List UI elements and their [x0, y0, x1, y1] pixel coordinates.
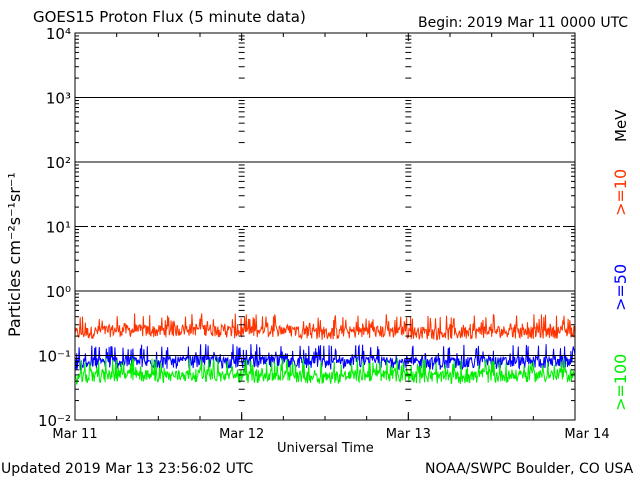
series-line-100mev: [74, 357, 576, 385]
x-tick-label: Mar 11: [52, 427, 97, 442]
credit-text: NOAA/SWPC Boulder, CO USA: [425, 461, 634, 477]
y-tick-label: 10⁻²: [38, 412, 71, 430]
plot-frame: [74, 32, 576, 421]
updated-timestamp: Updated 2019 Mar 13 23:56:02 UTC: [1, 461, 254, 477]
begin-date: Begin: 2019 Mar 11 0000 UTC: [418, 15, 629, 31]
chart-title: GOES15 Proton Flux (5 minute data): [33, 8, 306, 26]
series-line-10mev: [74, 313, 576, 341]
y-tick-label: 10¹: [46, 219, 71, 237]
legend-item-100mev: >=100: [611, 353, 630, 411]
legend-unit: MeV: [612, 109, 630, 142]
legend-item-50mev: >=50: [611, 263, 630, 311]
y-tick-label: 10²: [46, 154, 71, 172]
y-tick-label: 10³: [46, 90, 71, 108]
y-tick-label: 10⁻¹: [38, 348, 71, 366]
x-tick-label: Mar 12: [219, 427, 264, 442]
legend-item-10mev: >=10: [611, 168, 630, 216]
x-tick-label: Mar 14: [564, 427, 609, 442]
x-tick-label: Mar 13: [386, 427, 431, 442]
y-tick-label: 10⁴: [46, 25, 71, 43]
y-tick-label: 10⁰: [46, 283, 71, 301]
y-axis-label: Particles cm⁻²s⁻¹sr⁻¹: [5, 172, 24, 337]
x-axis-label: Universal Time: [277, 441, 374, 456]
